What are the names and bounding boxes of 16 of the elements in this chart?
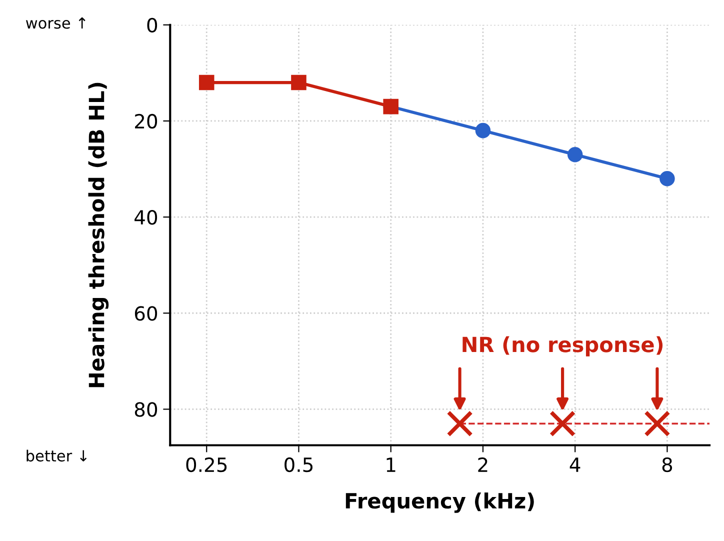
x-tick-label: 1 [386,458,396,472]
x-axis-title: Frequency (kHz) [346,492,534,513]
x-tick-label: 4 [570,458,580,472]
y-tick-label: 60 [134,306,158,321]
text: better ↓ [26,450,87,462]
y-tick-label: 20 [135,114,158,129]
y-tick-label: 0 [147,18,158,33]
y-axis-title: Hearing threshold (dB HL) [88,82,109,388]
y-tick-label: 40 [134,210,158,225]
x-tick-label: 8 [662,457,672,472]
x-tick-label: 2 [478,457,488,472]
annotation: NR (no response) [462,336,663,356]
text: worse ↑ [26,17,86,29]
x-tick-label: 0.25 [186,457,227,472]
x-tick-label: 0.5 [284,457,312,472]
y-tick-label: 80 [134,402,158,417]
